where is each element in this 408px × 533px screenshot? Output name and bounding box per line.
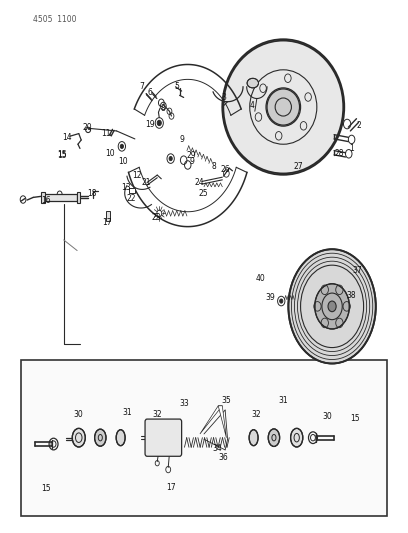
Ellipse shape	[268, 429, 279, 447]
FancyBboxPatch shape	[145, 419, 182, 456]
Text: 11: 11	[101, 129, 110, 138]
Text: 8: 8	[160, 103, 165, 112]
Ellipse shape	[116, 430, 125, 446]
Text: 15: 15	[42, 484, 51, 493]
Text: 25: 25	[198, 189, 208, 198]
Ellipse shape	[288, 249, 376, 364]
Text: 15: 15	[58, 150, 67, 159]
Text: 34: 34	[212, 444, 222, 453]
Text: 36: 36	[219, 454, 228, 463]
Polygon shape	[218, 406, 226, 438]
Text: 33: 33	[180, 399, 189, 408]
Text: 21: 21	[142, 178, 151, 187]
Text: 32: 32	[153, 410, 162, 419]
Text: 27: 27	[293, 162, 303, 171]
Text: 4505  1100: 4505 1100	[33, 15, 77, 24]
Text: 37: 37	[353, 266, 363, 275]
Text: 31: 31	[123, 408, 132, 417]
Text: 10: 10	[119, 157, 128, 166]
Text: 7: 7	[140, 82, 144, 91]
Text: 17: 17	[166, 482, 175, 491]
Polygon shape	[200, 406, 222, 434]
Text: 12: 12	[132, 171, 142, 180]
Text: 1: 1	[349, 144, 354, 153]
Ellipse shape	[328, 301, 336, 312]
Text: 15: 15	[58, 151, 67, 160]
Polygon shape	[129, 188, 135, 193]
Text: 6: 6	[148, 87, 153, 96]
Ellipse shape	[72, 429, 85, 447]
Text: 40: 40	[255, 273, 265, 282]
Text: 16: 16	[42, 196, 51, 205]
Ellipse shape	[315, 284, 349, 329]
Bar	[21, 360, 387, 516]
Circle shape	[169, 157, 172, 161]
Ellipse shape	[95, 429, 106, 446]
Text: 2: 2	[357, 121, 362, 130]
Text: 30: 30	[322, 412, 332, 421]
Circle shape	[157, 120, 161, 126]
Ellipse shape	[266, 88, 301, 126]
Polygon shape	[77, 192, 80, 203]
Text: 9: 9	[179, 135, 184, 144]
Text: 28: 28	[334, 149, 344, 158]
Polygon shape	[43, 194, 77, 200]
Text: 8: 8	[212, 162, 217, 171]
Text: 19: 19	[146, 119, 155, 128]
Text: 18: 18	[87, 189, 97, 198]
Text: 20: 20	[82, 123, 92, 132]
Text: 22: 22	[127, 194, 136, 203]
Text: 32: 32	[251, 410, 261, 419]
Ellipse shape	[290, 429, 303, 447]
Text: 14: 14	[62, 133, 71, 142]
Text: 5: 5	[174, 82, 179, 91]
Text: 38: 38	[346, 291, 356, 300]
Text: 15: 15	[350, 414, 360, 423]
Ellipse shape	[249, 430, 258, 446]
Text: 24: 24	[194, 178, 204, 187]
Text: 9: 9	[189, 157, 194, 166]
Circle shape	[120, 144, 124, 149]
Ellipse shape	[247, 78, 259, 88]
Text: 4: 4	[250, 101, 255, 110]
Text: 35: 35	[222, 396, 231, 405]
Text: 23: 23	[151, 213, 161, 222]
Text: 29: 29	[186, 151, 196, 160]
Text: 31: 31	[279, 396, 288, 405]
Text: 26: 26	[220, 165, 230, 174]
Text: 10: 10	[105, 149, 115, 158]
Text: 3: 3	[221, 93, 226, 102]
Text: 30: 30	[74, 410, 84, 419]
Polygon shape	[106, 211, 110, 221]
Text: 13: 13	[121, 183, 131, 192]
Text: 39: 39	[265, 293, 275, 302]
Circle shape	[279, 299, 283, 303]
Polygon shape	[41, 192, 44, 203]
Text: 17: 17	[102, 219, 112, 228]
Ellipse shape	[222, 39, 344, 175]
